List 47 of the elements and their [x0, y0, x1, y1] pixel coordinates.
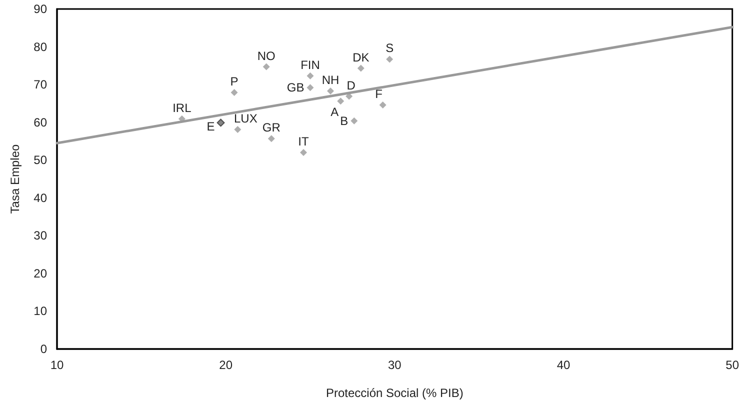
y-tick-label: 40	[34, 190, 48, 205]
y-tick-label: 60	[34, 115, 48, 130]
annotation: GR	[262, 120, 281, 135]
y-tick-label: 70	[34, 78, 48, 92]
y-tick-label: 20	[34, 266, 48, 280]
annotation: NO	[257, 48, 276, 63]
annotation: S	[386, 41, 394, 56]
annotation: A	[330, 105, 339, 120]
annotation: IRL	[172, 100, 192, 115]
y-tick-label: 10	[34, 304, 48, 318]
point	[386, 56, 394, 63]
annotation: GB	[286, 80, 304, 95]
x-axis-title: Protección Social (% PIB)	[326, 386, 464, 400]
point	[230, 88, 238, 96]
x-tick-label: 30	[388, 358, 402, 372]
y-tick-label: 80	[34, 40, 48, 54]
y-tick-label: 50	[34, 153, 48, 168]
x-tick-label: 10	[50, 358, 64, 372]
annotation: F	[375, 86, 383, 101]
annotation: NH	[322, 72, 340, 87]
annotation: P	[230, 74, 238, 88]
y-tick-label: 90	[34, 2, 48, 16]
point	[357, 64, 364, 72]
point	[234, 126, 242, 134]
y-tick-label: 0	[40, 342, 48, 356]
annotation: D	[346, 78, 356, 92]
x-tick-label: 20	[219, 358, 233, 372]
point	[327, 87, 334, 94]
annotation: DK	[352, 50, 370, 64]
annotation: B	[340, 114, 348, 128]
annotation: FIN	[300, 58, 320, 72]
point	[300, 149, 307, 156]
x-tick-label: 50	[726, 358, 740, 372]
x-tick-label: 40	[556, 358, 570, 372]
point	[379, 101, 386, 108]
point	[306, 84, 314, 92]
point	[350, 117, 358, 124]
annotation: LUX	[234, 112, 258, 126]
point	[337, 98, 344, 105]
annotation: E	[206, 120, 215, 134]
annotation: IT	[298, 134, 310, 149]
y-tick-label: 30	[34, 228, 48, 243]
point	[306, 72, 314, 80]
point	[262, 63, 270, 70]
point	[268, 135, 275, 142]
point	[216, 118, 225, 127]
y-axis-title: Tasa Empleo	[8, 144, 22, 214]
